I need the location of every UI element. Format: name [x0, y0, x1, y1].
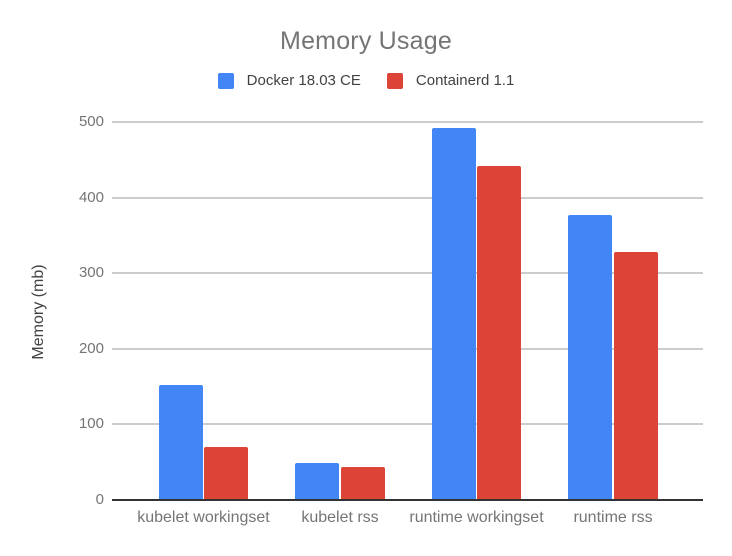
legend-item-docker-18-03-ce: Docker 18.03 CE [217, 72, 361, 89]
y-tick-label-300: 300 [78, 264, 104, 282]
y-gridline-500 [112, 121, 703, 123]
y-axis-title: Memory (mb) [30, 264, 47, 360]
bar-containerd-1-1-kubelet-rss [340, 467, 385, 500]
y-gridline-100 [112, 423, 703, 426]
y-gridline-300 [112, 272, 703, 275]
legend-swatch-containerd-1-1 [386, 72, 403, 89]
y-tick-label-100: 100 [78, 415, 104, 433]
bar-containerd-1-1-runtime-rss [613, 252, 658, 500]
bar-containerd-1-1-runtime-workingset [477, 165, 522, 500]
bar-docker-18-03-ce-kubelet-rss [295, 462, 340, 500]
y-tick-label-0: 0 [95, 491, 104, 508]
legend-swatch-docker-18-03-ce [217, 72, 234, 89]
y-gridline-400 [112, 196, 703, 199]
legend-label: Containerd 1.1 [415, 72, 515, 89]
x-tick-label-runtime-workingset: runtime workingset [409, 509, 544, 526]
bar-docker-18-03-ce-runtime-workingset [431, 128, 476, 500]
legend-label: Docker 18.03 CE [246, 72, 361, 89]
bar-containerd-1-1-kubelet-workingset [204, 447, 249, 500]
y-gridline-200 [112, 347, 703, 350]
y-tick-label-400: 400 [78, 188, 104, 206]
x-tick-label-kubelet-workingset: kubelet workingset [137, 509, 270, 526]
chart-legend: Docker 18.03 CE Containerd 1.1 [0, 72, 732, 89]
bar-docker-18-03-ce-runtime-rss [568, 214, 613, 500]
bar-docker-18-03-ce-kubelet-workingset [158, 385, 203, 500]
chart-title: Memory Usage [280, 27, 452, 55]
legend-item-containerd-1-1: Containerd 1.1 [386, 72, 515, 89]
x-tick-label-kubelet-rss: kubelet rss [301, 509, 379, 526]
x-tick-label-runtime-rss: runtime rss [573, 509, 653, 526]
y-tick-label-200: 200 [78, 339, 104, 357]
y-tick-label-500: 500 [78, 113, 104, 130]
x-axis-line [112, 499, 703, 501]
